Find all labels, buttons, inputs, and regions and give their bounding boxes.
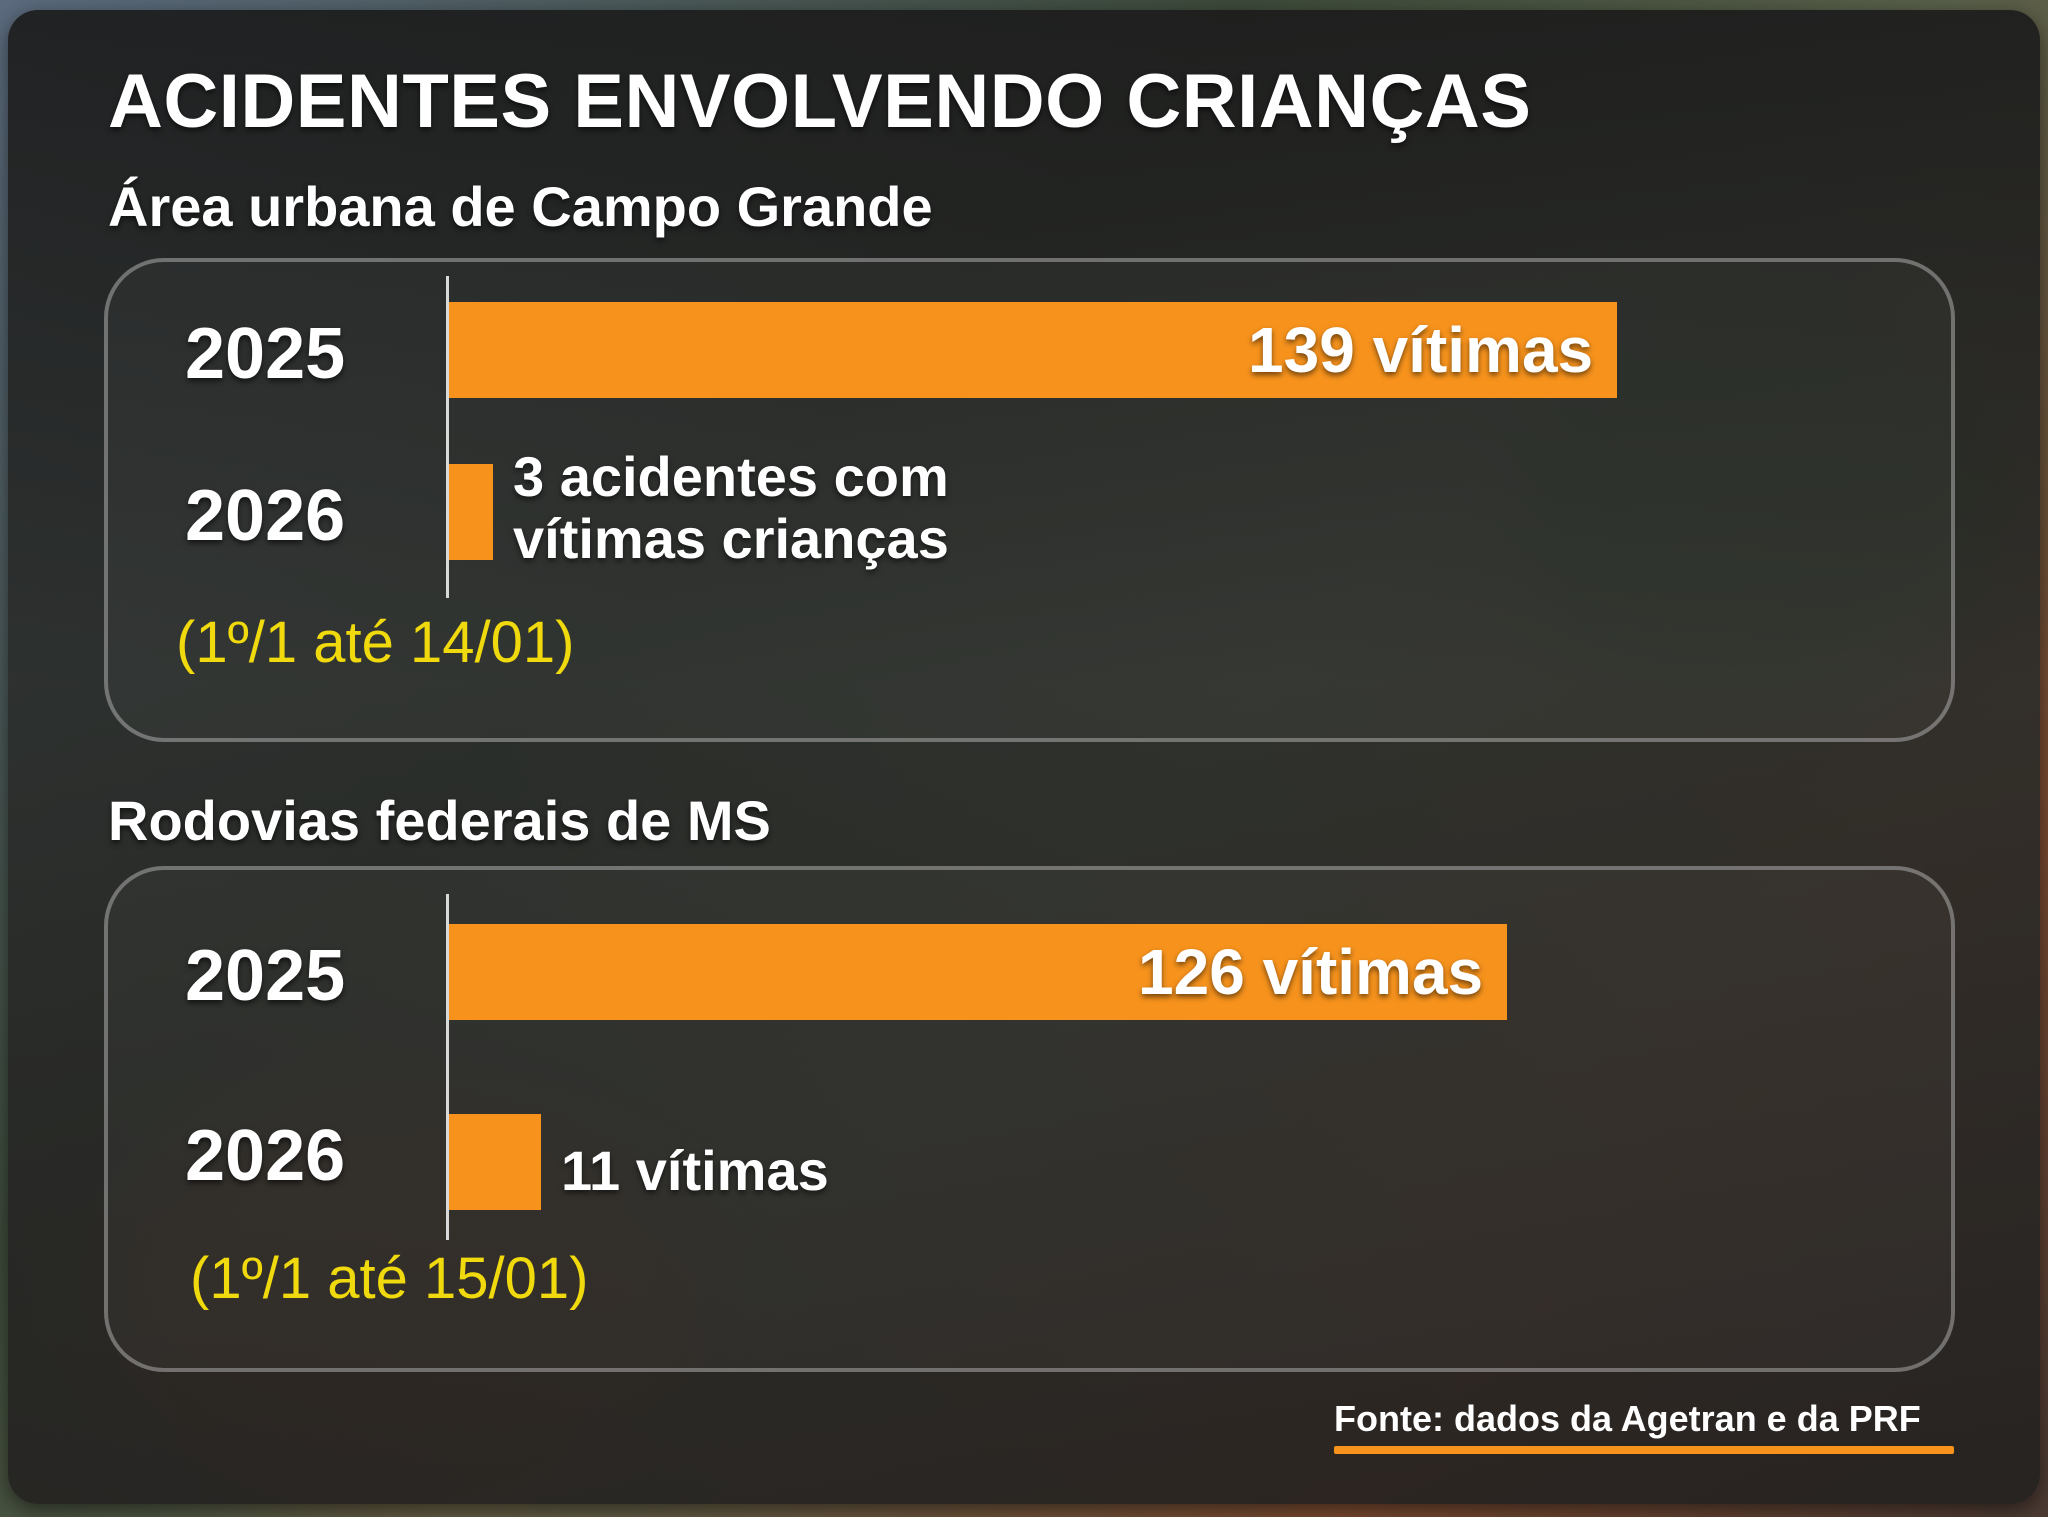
- page-title: ACIDENTES ENVOLVENDO CRIANÇAS: [108, 59, 1532, 144]
- section-title-highways: Rodovias federais de MS: [108, 789, 771, 852]
- year-label-2026-highways: 2026: [185, 1116, 346, 1196]
- year-label-2025-highways: 2025: [185, 936, 346, 1016]
- bar-2025-urban: [449, 302, 1617, 398]
- bar-value-label-2026-highways: 11 vítimas: [561, 1139, 829, 1202]
- bar-2026-urban: [449, 464, 493, 560]
- chart-axis-highways: [446, 894, 449, 1240]
- section-title-urban: Área urbana de Campo Grande: [108, 175, 933, 238]
- source-credit: Fonte: dados da Agetran e da PRF: [1334, 1398, 1921, 1439]
- year-label-2025-urban: 2025: [185, 314, 346, 394]
- chart-box-highways: [104, 866, 1955, 1372]
- source-underline: [1334, 1446, 1954, 1454]
- bar-value-label-line: 3 acidentes com: [513, 445, 949, 508]
- bar-value-label-line: vítimas crianças: [513, 506, 949, 570]
- chart-axis-urban: [446, 276, 449, 598]
- period-note-urban: (1º/1 até 14/01): [176, 610, 575, 675]
- bar-value-label-2025-highways: 126 vítimas: [1138, 936, 1484, 1008]
- chart-box-urban: [104, 258, 1955, 742]
- bar-2025-highways: [449, 924, 1507, 1020]
- period-note-highways: (1º/1 até 15/01): [190, 1246, 589, 1311]
- year-label-2026-urban: 2026: [185, 476, 346, 556]
- bar-value-label-2025-urban: 139 vítimas: [1248, 314, 1594, 386]
- bar-2026-highways: [449, 1114, 541, 1210]
- bar-value-label-2026-urban: 3 acidentes com vítimas crianças: [513, 446, 949, 569]
